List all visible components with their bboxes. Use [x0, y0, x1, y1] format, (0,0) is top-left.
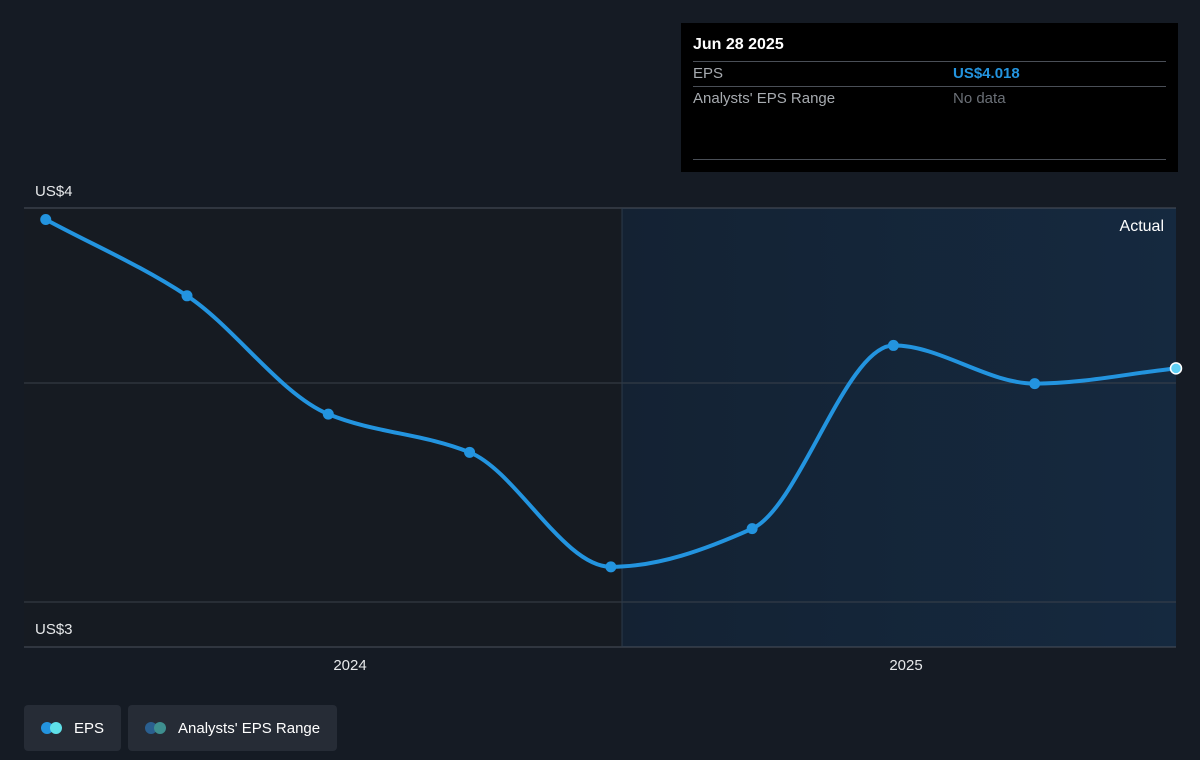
y-tick-label-top: US$4 — [35, 183, 73, 200]
past-region — [24, 208, 622, 647]
tooltip-date: Jun 28 2025 — [693, 36, 784, 53]
tooltip-eps-label: EPS — [693, 65, 724, 82]
legend-eps-button[interactable]: EPS — [24, 705, 122, 751]
eps-data-point — [322, 408, 334, 420]
eps-legend-dot-secondary — [50, 722, 62, 734]
eps-legend-icon — [41, 722, 65, 734]
eps-data-point — [605, 561, 617, 573]
range-legend-icon — [145, 722, 169, 734]
legend-range-button[interactable]: Analysts' EPS Range — [128, 705, 338, 751]
actual-region-label: Actual — [1120, 218, 1164, 235]
tooltip-range-value: No data — [953, 90, 1006, 107]
x-tick-label: 2025 — [889, 657, 922, 674]
range-legend-dot-secondary — [154, 722, 167, 734]
eps-data-point — [40, 213, 52, 225]
tooltip-eps-value: US$4.018 — [953, 65, 1020, 82]
legend-eps-label: EPS — [74, 719, 105, 737]
eps-data-point — [1029, 378, 1041, 390]
tooltip-row-range: Analysts' EPS Range No data — [693, 86, 1166, 111]
eps-data-point — [464, 446, 476, 458]
y-tick-label-bottom: US$3 — [35, 621, 73, 638]
actual-region — [622, 208, 1176, 647]
tooltip-row-eps: EPS US$4.018 — [693, 61, 1166, 86]
tooltip-range-label: Analysts' EPS Range — [693, 90, 836, 107]
eps-data-point — [887, 339, 899, 351]
eps-data-point — [181, 290, 193, 302]
legend-range-label: Analysts' EPS Range — [178, 719, 321, 737]
tooltip: Jun 28 2025 EPS US$4.018 Analysts' EPS R… — [681, 23, 1178, 172]
eps-data-point — [1169, 362, 1183, 375]
legend: EPS Analysts' EPS Range — [24, 705, 338, 751]
x-tick-label: 2024 — [333, 657, 366, 674]
tooltip-divider — [693, 159, 1166, 160]
eps-data-point — [746, 523, 758, 535]
